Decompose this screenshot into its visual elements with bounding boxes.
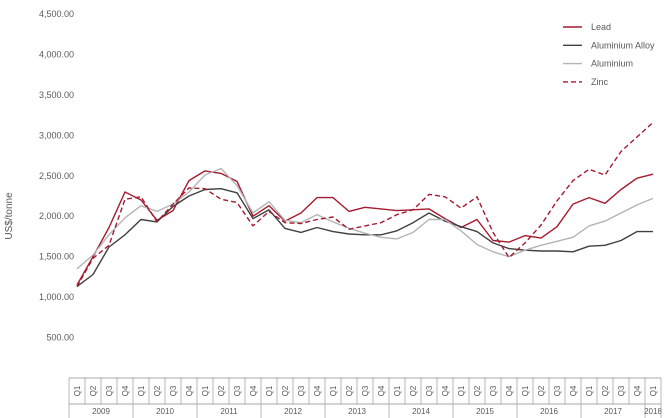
quarter-tick-label: Q2 [217,385,226,396]
quarter-tick-label: Q3 [105,385,114,396]
legend: Lead Aluminium Alloy Aluminium Zinc [563,22,655,87]
legend-label: Aluminium [591,59,633,69]
quarter-tick-label: Q1 [73,385,82,396]
series-line-zinc [76,121,654,287]
legend-label: Aluminium Alloy [591,40,655,50]
y-axis-ticks: 500.00 1,000.00 1,500.00 2,000.00 2,500.00 3,… [39,9,74,343]
quarter-tick-label: Q3 [169,385,178,396]
quarter-tick-label: Q3 [361,385,370,396]
quarter-tick-label: Q4 [633,385,642,396]
quarter-tick-label: Q3 [617,385,626,396]
quarter-tick-label: Q1 [649,385,658,396]
year-label: 2015 [476,407,494,416]
quarter-tick-label: Q4 [569,385,578,396]
quarter-tick-label: Q4 [313,385,322,396]
year-label: 2018 [644,407,662,416]
quarter-tick-label: Q4 [121,385,130,396]
quarter-tick-label: Q3 [233,385,242,396]
series-lines [76,121,654,288]
quarter-tick-label: Q3 [489,385,498,396]
quarter-tick-label: Q2 [537,385,546,396]
year-label: 2014 [412,407,430,416]
quarter-tick-label: Q1 [521,385,530,396]
y-tick-label: 3,500.00 [39,90,74,100]
quarter-tick-label: Q2 [345,385,354,396]
series-line-aluminium [76,167,654,270]
year-label: 2016 [540,407,558,416]
quarter-tick-label: Q4 [441,385,450,396]
quarter-tick-label: Q3 [553,385,562,396]
y-tick-label: 4,000.00 [39,49,74,59]
quarter-tick-label: Q2 [89,385,98,396]
year-label: 2013 [348,407,366,416]
y-tick-label: 3,000.00 [39,130,74,140]
quarter-tick-label: Q4 [185,385,194,396]
y-tick-label: 500.00 [46,333,74,343]
quarter-tick-label: Q1 [457,385,466,396]
quarter-tick-label: Q3 [425,385,434,396]
series-line-aluminium-alloy [76,187,653,288]
quarter-tick-label: Q1 [265,385,274,396]
year-label: 2010 [156,407,174,416]
quarter-tick-label: Q4 [377,385,386,396]
year-label: 2009 [92,407,110,416]
year-label: 2011 [220,407,238,416]
quarter-tick-label: Q2 [281,385,290,396]
quarter-tick-label: Q1 [329,385,338,396]
legend-label: Lead [591,22,611,32]
x-axis: Q1 Q2 Q3 Q4 Q1 Q2 Q3 Q4 Q1 Q2 Q3 Q4 Q1 Q2 Q3 Q4 Q1 Q2 Q3 Q4… [68,377,662,418]
series-line-lead [76,170,654,286]
y-axis-label: US$/tonne [4,192,15,240]
quarter-tick-label: Q1 [393,385,402,396]
quarter-tick-label: Q3 [297,385,306,396]
quarter-tick-label: Q1 [137,385,146,396]
quarter-tick-label: Q2 [153,385,162,396]
quarter-tick-label: Q1 [201,385,210,396]
legend-label: Zinc [591,77,609,87]
quarter-tick-label: Q1 [585,385,594,396]
quarter-tick-label: Q2 [473,385,482,396]
quarter-tick-label: Q2 [601,385,610,396]
y-tick-label: 2,000.00 [39,211,74,221]
y-tick-label: 2,500.00 [39,171,74,181]
quarter-tick-label: Q2 [409,385,418,396]
quarter-tick-label: Q4 [249,385,258,396]
y-tick-label: 1,000.00 [39,292,74,302]
year-label: 2017 [604,407,622,416]
year-label: 2012 [284,407,302,416]
y-tick-label: 4,500.00 [39,9,74,19]
y-tick-label: 1,500.00 [39,252,74,262]
quarter-tick-label: Q4 [505,385,514,396]
